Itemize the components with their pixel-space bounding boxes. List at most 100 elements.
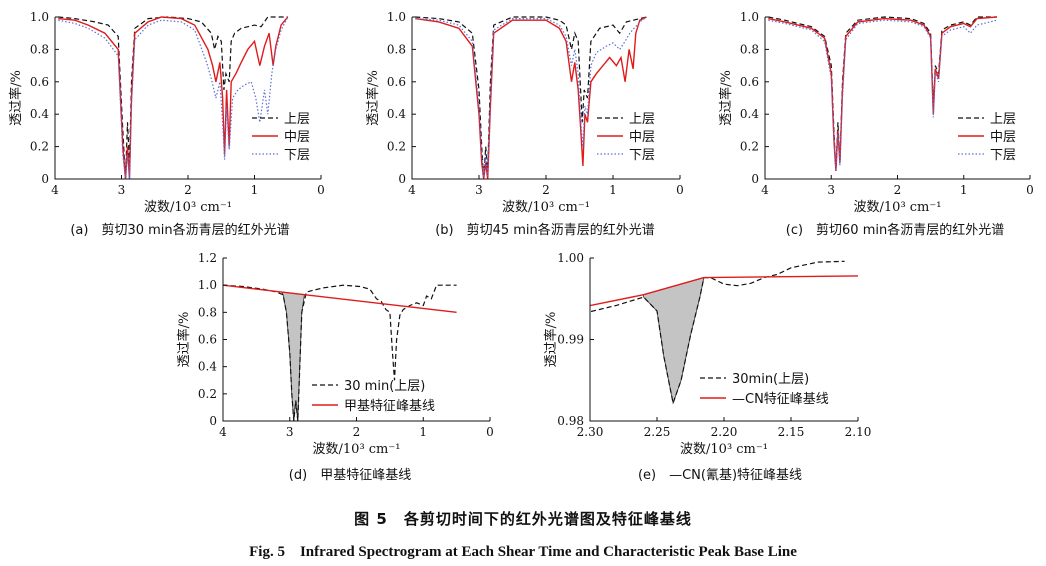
axes-frame [54,17,321,180]
series-line-3 [768,19,998,171]
legend-label: 下层 [284,148,310,163]
legend-label: 下层 [629,148,655,163]
y-tick-label: 1.0 [198,278,217,292]
y-axis-label: 透过率/% [8,70,24,126]
y-tick-label: 0.6 [198,333,217,347]
y-tick-label: 1.00 [557,251,584,265]
x-tick-label: 3 [118,183,126,197]
y-tick-label: 1.0 [30,10,49,24]
series-line-2 [590,275,858,307]
axes-frame [222,258,490,422]
panel-caption: (b) 剪切45 min各沥青层的红外光谱 [435,222,655,238]
x-tick-label: 4 [761,183,769,197]
series-line-2 [58,16,289,179]
panel-caption: (d) 甲基特征峰基线 [289,468,411,483]
chart-panel-b: 4 3 2 1 0 0 0.2 0.4 0.6 0.8 1.0 波数/10³ cm⁻¹ 透过率/% 上层中… [365,10,684,238]
y-tick-label: 0 [751,172,759,186]
x-tick-label: 2.30 [577,425,604,439]
y-tick-label: 0.6 [30,75,49,89]
y-axis-label: 透过率/% [365,70,381,126]
y-tick-label: 0.8 [30,42,49,56]
y-axis-label: 透过率/% [543,312,559,368]
y-tick-label: 0.2 [387,140,406,154]
series-line-2 [768,16,997,171]
y-tick-label: 0.6 [740,75,759,89]
legend-label: —CN特征峰基线 [732,392,829,407]
y-tick-label: 0.8 [387,42,406,56]
x-tick-label: 2.10 [845,425,872,439]
legend-label: 上层 [629,112,655,127]
chart-panel-e: 2.30 2.25 2.20 2.15 2.10 0.98 0.99 1.00 波数/10³ c… [543,251,871,483]
x-tick-label: 3 [827,183,835,197]
x-tick-label: 3 [475,183,483,197]
y-tick-label: 0.4 [198,360,217,374]
x-tick-label: 2.25 [644,425,671,439]
x-tick-label: 1 [419,425,427,439]
y-tick-label: 0.99 [557,333,584,347]
y-axis-label: 透过率/% [718,70,734,126]
shaded-peak-area [281,291,305,421]
chart-panel-c: 4 3 2 1 0 0 0.2 0.4 0.6 0.8 1.0 波数/10³ cm⁻¹ 透过率/% 上层中… [718,10,1034,238]
y-tick-label: 0.8 [740,42,759,56]
series-line-3 [58,16,289,179]
y-tick-label: 0 [41,172,49,186]
x-tick-label: 2.15 [778,425,805,439]
x-tick-label: 2.20 [711,425,738,439]
y-tick-label: 1.0 [387,10,406,24]
x-tick-label: 2 [353,425,361,439]
legend-label: 上层 [990,112,1016,127]
y-tick-label: 0.98 [557,414,584,428]
shaded-peak-area [643,276,705,405]
panel-caption: (e) —CN(氰基)特征峰基线 [638,467,802,483]
x-tick-label: 4 [408,183,416,197]
x-tick-label: 0 [1026,183,1034,197]
legend-label: 上层 [284,112,310,127]
x-tick-label: 1 [609,183,617,197]
x-tick-label: 1 [960,183,968,197]
x-tick-label: 0 [317,183,325,197]
y-tick-label: 0.8 [198,305,217,319]
x-tick-label: 3 [286,425,294,439]
series-line-1 [58,16,288,179]
legend-label: 甲基特征峰基线 [344,399,435,414]
x-tick-label: 2 [184,183,192,197]
y-tick-label: 0.6 [387,75,406,89]
series-line-2 [223,284,457,313]
y-tick-label: 0.2 [30,140,49,154]
x-tick-label: 4 [51,183,59,197]
x-axis-label: 波数/10³ cm⁻¹ [144,200,232,215]
x-tick-label: 0 [676,183,684,197]
series-line-1 [223,284,457,421]
chart-panel-d: 4 3 2 1 0 0 0.2 0.4 0.6 0.8 1.0 1.2 波数/10³ cm⁻¹ 透过率/%… [176,251,494,483]
figure-caption-chinese: 图 5 各剪切时间下的红外光谱图及特征峰基线 [354,510,692,528]
y-tick-label: 0 [398,172,406,186]
legend-label: 30 min(上层) [344,379,425,394]
series-line-2 [415,16,647,179]
legend-label: 中层 [284,130,310,145]
y-tick-label: 0.2 [198,387,217,401]
series-line-1 [415,16,647,179]
x-axis-label: 波数/10³ cm⁻¹ [502,200,590,215]
legend-label: 中层 [629,130,655,145]
legend-label: 30min(上层) [732,372,809,387]
legend-label: 中层 [990,130,1016,145]
y-tick-label: 0 [209,414,217,428]
x-axis-label: 波数/10³ cm⁻¹ [313,442,401,457]
x-axis-label: 波数/10³ cm⁻¹ [680,442,768,457]
y-tick-label: 0.4 [740,107,759,121]
x-tick-label: 4 [219,425,227,439]
figure-caption-english: Fig. 5 Infrared Spectrogram at Each Shea… [249,544,797,560]
x-tick-label: 2 [542,183,550,197]
series-line-3 [415,16,647,179]
y-tick-label: 1.2 [198,251,217,265]
series-line-1 [768,16,997,171]
x-tick-label: 2 [894,183,902,197]
panel-caption: (c) 剪切60 min各沥青层的红外光谱 [786,222,1004,238]
y-tick-label: 0.4 [30,107,49,121]
x-axis-label: 波数/10³ cm⁻¹ [854,200,942,215]
y-tick-label: 1.0 [740,10,759,24]
x-tick-label: 1 [251,183,259,197]
chart-panel-a: 4 3 2 1 0 0 0.2 0.4 0.6 0.8 1.0 波数/10³ cm⁻¹ 透过率/% 上层中… [8,10,325,238]
y-tick-label: 0.4 [387,107,406,121]
